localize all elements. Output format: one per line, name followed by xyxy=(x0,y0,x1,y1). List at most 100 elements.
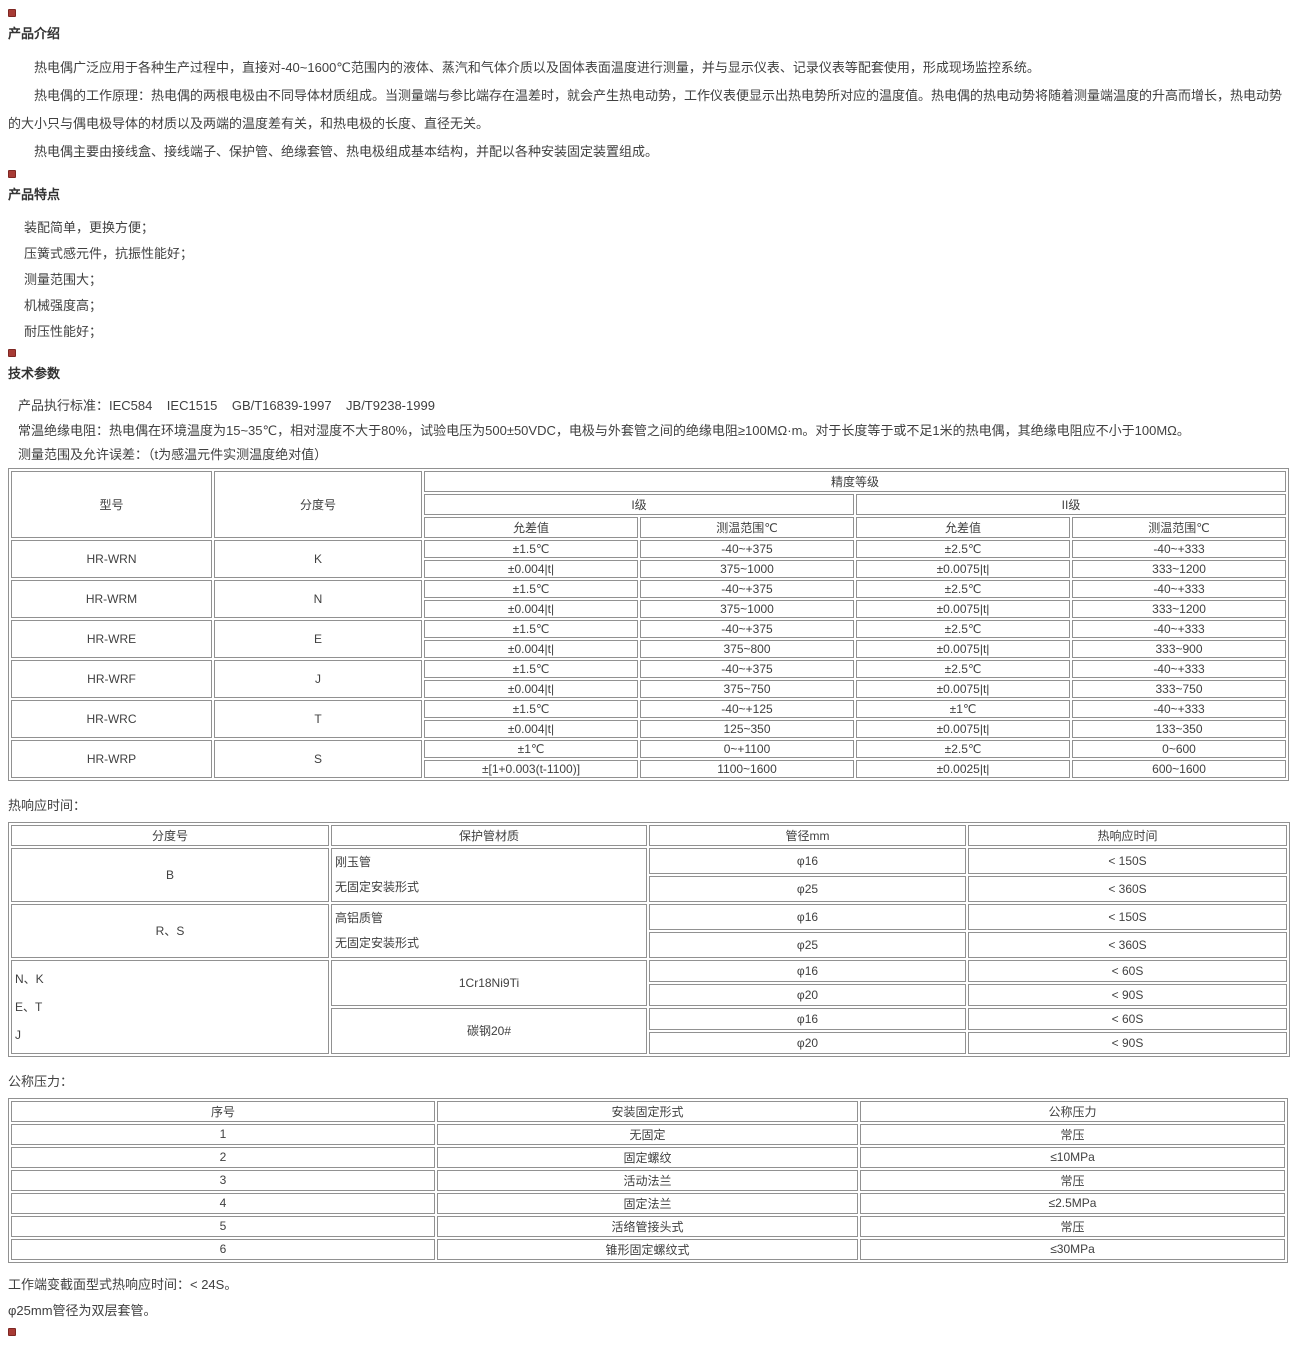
spec-cell: ±0.0075|t| xyxy=(856,719,1070,738)
pressure-mount: 无固定 xyxy=(437,1123,858,1145)
response-diameter: φ20 xyxy=(649,983,966,1006)
spec-model: HR-WRF xyxy=(11,659,212,698)
pressure-index: 5 xyxy=(11,1215,435,1237)
response-table: 分度号 保护管材质 管径mm 热响应时间 B 刚玉管 无固定安装形式 φ16 <… xyxy=(8,821,1290,1057)
pressure-mount: 活动法兰 xyxy=(437,1169,858,1191)
spec-cell: 333~900 xyxy=(1072,639,1287,658)
response-material: 1Cr18Ni9Ti xyxy=(331,959,647,1006)
response-diameter: φ16 xyxy=(649,847,966,874)
pressure-index: 6 xyxy=(11,1238,435,1260)
spec-cell: 0~600 xyxy=(1072,739,1287,758)
spec-header-row-1: 型号 分度号 精度等级 xyxy=(11,470,1287,538)
spec-cell: ±1℃ xyxy=(424,739,638,758)
spec-cell: ±2.5℃ xyxy=(856,659,1070,678)
section-title-features: 产品特点 xyxy=(8,187,61,202)
broken-image-icon xyxy=(8,349,16,357)
graduation-line: J xyxy=(15,1027,21,1042)
response-graduation: R、S xyxy=(11,903,329,958)
pressure-value: 常压 xyxy=(860,1123,1285,1145)
response-row: φ20 < 90S xyxy=(11,1031,1287,1054)
spec-row-sub: ±0.004|t| 375~1000 ±0.0075|t| 333~1200 xyxy=(11,599,1287,618)
response-header-material: 保护管材质 xyxy=(331,824,647,846)
spec-cell: ±0.0075|t| xyxy=(856,639,1070,658)
spec-cell: 333~1200 xyxy=(1072,599,1287,618)
spec-header-range: 测温范围℃ xyxy=(1072,516,1287,538)
spec-header-range: 测温范围℃ xyxy=(640,516,854,538)
spec-row: HR-WRP S ±1℃ 0~+1100 ±2.5℃ 0~600 xyxy=(11,739,1287,778)
spec-cell: ±0.004|t| xyxy=(424,719,638,738)
spec-table: 型号 分度号 精度等级 I级 II级 允差值 测温范围℃ 允差值 测温范围℃ H… xyxy=(8,467,1290,781)
response-row: B 刚玉管 无固定安装形式 φ16 < 150S xyxy=(11,847,1287,902)
pressure-row: 2 固定螺纹 ≤10MPa xyxy=(11,1146,1285,1168)
spec-cell: 0~+1100 xyxy=(640,739,854,758)
response-time: < 60S xyxy=(968,1007,1287,1030)
spec-cell: 333~750 xyxy=(1072,679,1287,698)
intro-paragraph-2: 热电偶的工作原理：热电偶的两根电极由不同导体材质组成。当测量端与参比端存在温差时… xyxy=(8,88,1283,131)
spec-cell: ±0.004|t| xyxy=(424,639,638,658)
intro-paragraph-3: 热电偶主要由接线盒、接线端子、保护管、绝缘套管、热电极组成基本结构，并配以各种安… xyxy=(34,144,659,159)
response-header-graduation: 分度号 xyxy=(11,824,329,846)
response-table-label: 热响应时间： xyxy=(8,797,87,813)
spec-cell: 333~1200 xyxy=(1072,559,1287,578)
spec-cell: 375~750 xyxy=(640,679,854,698)
material-line: 高铝质管 xyxy=(335,910,384,925)
footnote-response-time: 工作端变截面型式热响应时间：< 24S。 xyxy=(8,1276,238,1292)
spec-model: HR-WRM xyxy=(11,579,212,618)
pressure-mount: 锥形固定螺纹式 xyxy=(437,1238,858,1260)
pressure-table: 序号 安装固定形式 公称压力 1 无固定 常压 2 固定螺纹 ≤10MPa 3 … xyxy=(8,1097,1288,1263)
spec-model: HR-WRN xyxy=(11,539,212,578)
pressure-mount: 固定法兰 xyxy=(437,1192,858,1214)
spec-model: HR-WRP xyxy=(11,739,212,778)
spec-cell: -40~+333 xyxy=(1072,619,1287,638)
intro-paragraph-1: 热电偶广泛应用于各种生产过程中，直接对-40~1600℃范围内的液体、蒸汽和气体… xyxy=(34,60,1040,75)
feature-item: 压簧式感元件，抗振性能好； xyxy=(24,246,194,261)
spec-cell: -40~+333 xyxy=(1072,659,1287,678)
spec-cell: -40~+375 xyxy=(640,659,854,678)
spec-cell: ±[1+0.003(t-1100)] xyxy=(424,759,638,778)
response-time: < 150S xyxy=(968,847,1287,874)
response-graduation: B xyxy=(11,847,329,902)
response-diameter: φ16 xyxy=(649,1007,966,1030)
response-row: φ20 < 90S xyxy=(11,983,1287,1006)
spec-cell: 375~1000 xyxy=(640,599,854,618)
pressure-value: ≤2.5MPa xyxy=(860,1192,1285,1214)
pressure-value: 常压 xyxy=(860,1215,1285,1237)
spec-cell: -40~+375 xyxy=(640,539,854,558)
spec-cell: ±0.0075|t| xyxy=(856,599,1070,618)
graduation-line: E、T xyxy=(15,999,43,1014)
response-row: 碳钢20# φ16 < 60S xyxy=(11,1007,1287,1054)
broken-image-icon xyxy=(8,170,16,178)
response-diameter: φ25 xyxy=(649,931,966,958)
icon-line xyxy=(8,1327,1282,1337)
spec-header-grade1: I级 xyxy=(424,493,854,515)
spec-cell: ±2.5℃ xyxy=(856,539,1070,558)
pressure-row: 3 活动法兰 常压 xyxy=(11,1169,1285,1191)
section-title-tech: 技术参数 xyxy=(8,366,61,381)
spec-cell: ±1.5℃ xyxy=(424,619,638,638)
pressure-index: 4 xyxy=(11,1192,435,1214)
response-time: < 90S xyxy=(968,983,1287,1006)
response-material: 高铝质管 无固定安装形式 xyxy=(331,903,647,958)
response-diameter: φ20 xyxy=(649,1031,966,1054)
icon-line xyxy=(8,169,1282,179)
spec-cell: ±0.004|t| xyxy=(424,599,638,618)
tech-insulation-line: 常温绝缘电阻：热电偶在环境温度为15~35℃，相对湿度不大于80%，试验电压为5… xyxy=(18,422,1190,438)
spec-header-graduation: 分度号 xyxy=(214,470,422,538)
feature-item: 装配简单，更换方便； xyxy=(24,220,155,235)
pressure-table-label: 公称压力： xyxy=(8,1073,74,1089)
pressure-value: ≤30MPa xyxy=(860,1238,1285,1260)
pressure-header-index: 序号 xyxy=(11,1100,435,1122)
spec-header-grade2: II级 xyxy=(856,493,1287,515)
response-diameter: φ16 xyxy=(649,903,966,930)
pressure-header-mount: 安装固定形式 xyxy=(437,1100,858,1122)
response-header-time: 热响应时间 xyxy=(968,824,1287,846)
response-diameter: φ16 xyxy=(649,959,966,982)
spec-row-sub: ±0.004|t| 125~350 ±0.0075|t| 133~350 xyxy=(11,719,1287,738)
spec-model: HR-WRC xyxy=(11,699,212,738)
broken-image-icon xyxy=(8,1327,16,1336)
section-title-intro: 产品介绍 xyxy=(8,26,61,41)
spec-cell: -40~+333 xyxy=(1072,579,1287,598)
spec-graduation: K xyxy=(214,539,422,578)
spec-row: HR-WRC T ±1.5℃ -40~+125 ±1℃ -40~+333 xyxy=(11,699,1287,738)
spec-row: HR-WRE E ±1.5℃ -40~+375 ±2.5℃ -40~+333 xyxy=(11,619,1287,658)
